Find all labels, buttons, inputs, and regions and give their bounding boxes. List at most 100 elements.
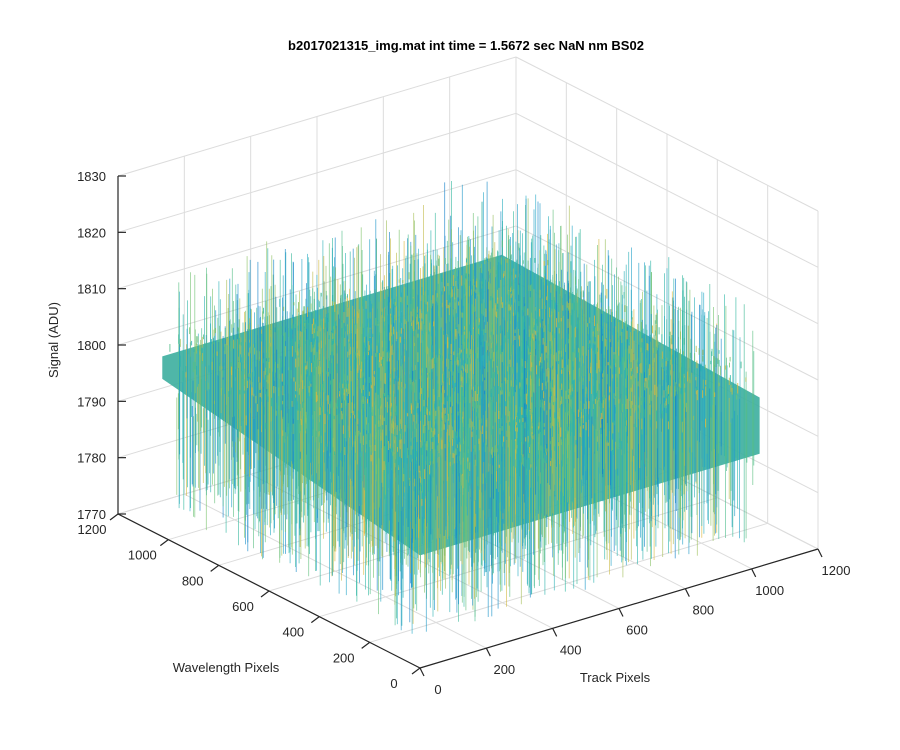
surface-speckle: [435, 354, 437, 363]
surface-speckle: [199, 351, 201, 355]
surface-speckle: [391, 416, 393, 421]
surface-speckle: [500, 296, 502, 305]
surface-speckle: [444, 407, 446, 414]
surface-speckle: [444, 444, 446, 449]
surface-speckle: [590, 362, 592, 374]
surface-speckle: [645, 348, 647, 353]
surface-speckle: [424, 329, 425, 333]
surface-speckle: [270, 342, 272, 347]
surface-speckle: [376, 345, 378, 353]
surface-speckle: [745, 377, 747, 382]
surface-speckle: [280, 359, 282, 368]
surface-speckle: [459, 354, 461, 359]
surface-speckle: [601, 307, 603, 314]
surface-speckle: [705, 386, 707, 396]
surface-speckle: [364, 350, 366, 359]
surface-speckle: [573, 302, 575, 311]
surface-speckle: [626, 398, 628, 410]
surface-speckle: [395, 296, 397, 306]
surface-speckle: [640, 363, 642, 373]
surface-speckle: [398, 456, 400, 468]
surface-speckle: [244, 368, 246, 375]
surface-speckle: [327, 411, 329, 416]
surface-speckle: [702, 349, 704, 356]
surface-speckle: [310, 342, 312, 353]
surface-speckle: [516, 427, 518, 432]
surface-speckle: [510, 314, 512, 324]
surface-speckle: [626, 330, 628, 340]
surface-speckle: [412, 298, 414, 309]
surface-speckle: [478, 438, 480, 444]
surface-speckle: [336, 365, 338, 370]
surface-speckle: [473, 402, 475, 409]
surface-speckle: [460, 370, 462, 381]
surface-speckle: [411, 344, 412, 352]
surface-speckle: [378, 420, 380, 427]
surface-speckle: [276, 326, 278, 336]
surface-speckle: [244, 355, 246, 361]
surface-speckle: [527, 441, 529, 448]
surface-speckle: [375, 317, 377, 326]
x-tick-mark: [684, 588, 690, 597]
surface-speckle: [521, 372, 523, 380]
surface-speckle: [565, 344, 567, 352]
surface-speckle: [594, 406, 596, 415]
surface-speckle: [378, 360, 380, 368]
surface-speckle: [327, 371, 329, 377]
surface-speckle: [441, 302, 443, 308]
surface-speckle: [401, 312, 403, 323]
surface-speckle: [623, 292, 625, 299]
surface-speckle: [540, 356, 541, 363]
surface-speckle: [579, 346, 581, 358]
surface-speckle: [463, 342, 465, 349]
surface-speckle: [326, 395, 328, 401]
surface-speckle: [380, 359, 382, 365]
surface-speckle: [213, 329, 215, 336]
surface-speckle: [620, 402, 622, 411]
surface-speckle: [546, 448, 548, 452]
surface-speckle: [430, 410, 432, 420]
surface-speckle: [282, 400, 284, 405]
surface-speckle: [359, 354, 360, 366]
surface-speckle: [497, 386, 499, 395]
z-tick-label: 1780: [77, 451, 106, 466]
surface-speckle: [401, 292, 402, 298]
surface-speckle: [613, 354, 615, 366]
surface-speckle: [574, 348, 576, 354]
surface-speckle: [424, 304, 426, 315]
surface-speckle: [322, 380, 324, 388]
surface-speckle: [258, 376, 260, 383]
surface-speckle: [378, 382, 380, 386]
surface-speckle: [275, 361, 276, 373]
surface-speckle: [377, 424, 379, 430]
surface-speckle: [408, 325, 410, 331]
surface-speckle: [601, 410, 603, 419]
surface-speckle: [298, 357, 300, 367]
surface-speckle: [665, 408, 667, 414]
surface-speckle: [300, 319, 301, 324]
surface-speckle: [341, 350, 343, 359]
x-tick-mark: [485, 647, 491, 657]
surface-speckle: [358, 432, 360, 437]
surface-speckle: [462, 390, 464, 397]
surface-speckle: [335, 333, 337, 344]
surface-speckle: [332, 414, 334, 420]
surface-speckle: [368, 377, 370, 383]
surface-speckle: [285, 346, 286, 357]
surface-speckle: [705, 380, 707, 385]
surface-speckle: [222, 338, 224, 344]
surface-speckle: [327, 395, 329, 405]
surface-speckle: [501, 240, 503, 248]
surface-speckle: [547, 358, 549, 369]
surface-speckle: [647, 344, 649, 352]
surface-speckle: [540, 367, 542, 372]
surface-speckle: [346, 395, 348, 400]
surface-speckle: [385, 397, 387, 408]
surface-speckle: [450, 354, 452, 360]
surface-speckle: [554, 446, 556, 451]
surface-speckle: [339, 452, 341, 461]
surface-speckle: [341, 413, 343, 420]
surface-speckle: [618, 367, 620, 374]
surface-speckle: [456, 357, 458, 365]
surface-speckle: [284, 332, 286, 341]
